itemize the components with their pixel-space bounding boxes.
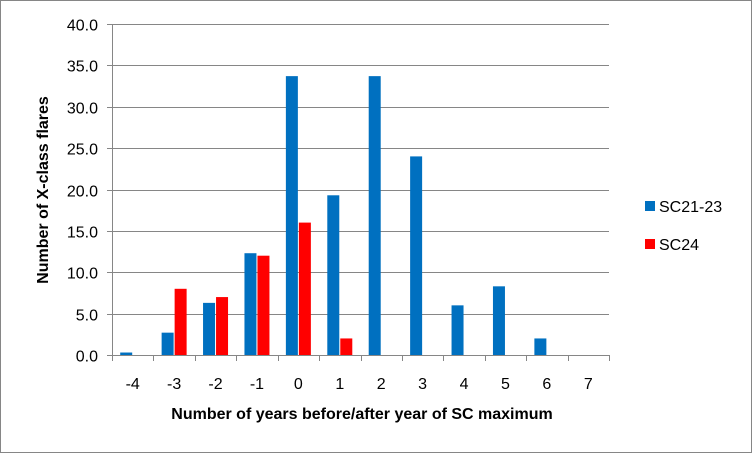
legend-label-sc24: SC24 xyxy=(659,237,699,254)
bar-sc24--1 xyxy=(257,255,270,355)
y-tick-label: 35.0 xyxy=(67,59,98,76)
bars xyxy=(120,76,547,355)
legend-swatch-sc24 xyxy=(645,239,655,249)
legend: SC21-23 SC24 xyxy=(645,199,722,254)
x-tick-labels: -4 -3 -2 -1 0 1 2 3 4 5 6 7 xyxy=(126,376,593,393)
y-tick-label: 40.0 xyxy=(67,18,98,35)
y-tick-label: 20.0 xyxy=(67,184,98,201)
x-tick-label: 0 xyxy=(294,376,303,393)
bar-sc21-23-2 xyxy=(368,76,381,355)
x-tick-label: 1 xyxy=(335,376,344,393)
y-tick-label: 25.0 xyxy=(67,142,98,159)
bar-sc21-23-0 xyxy=(285,76,298,355)
bar-sc21-23--1 xyxy=(244,253,257,355)
y-axis-title: Number of X-class flares xyxy=(35,96,52,284)
x-tick-label: 4 xyxy=(460,376,469,393)
x-tick-label: -4 xyxy=(126,376,140,393)
x-tick-label: 6 xyxy=(542,376,551,393)
bar-sc21-23-6 xyxy=(534,338,547,355)
bar-sc21-23--3 xyxy=(161,332,174,355)
x-tick-label: 5 xyxy=(501,376,510,393)
gridlines xyxy=(112,24,609,315)
x-axis-title: Number of years before/after year of SC … xyxy=(171,406,552,423)
bar-sc24-0 xyxy=(298,222,311,355)
legend-swatch-sc21-23 xyxy=(645,201,655,211)
bar-sc21-23-3 xyxy=(410,156,423,355)
x-tick-label: 7 xyxy=(584,376,593,393)
y-tick-label: 5.0 xyxy=(76,308,98,325)
bar-sc21-23-5 xyxy=(492,286,505,355)
x-tick-label: -3 xyxy=(167,376,181,393)
y-tick-label: 15.0 xyxy=(67,225,98,242)
bar-sc24--3 xyxy=(174,288,187,355)
legend-label-sc21-23: SC21-23 xyxy=(659,199,722,216)
x-tick-label: 2 xyxy=(377,376,386,393)
bar-sc21-23-1 xyxy=(327,195,340,355)
x-tick-label: -1 xyxy=(250,376,264,393)
y-tick-label: 10.0 xyxy=(67,266,98,283)
bar-sc24--2 xyxy=(216,297,229,355)
x-tick-label: -2 xyxy=(208,376,222,393)
bar-sc21-23--2 xyxy=(203,302,216,355)
y-tick-label: 30.0 xyxy=(67,101,98,118)
x-tick-label: 3 xyxy=(418,376,427,393)
y-tick-labels: 0.0 5.0 10.0 15.0 20.0 25.0 30.0 35.0 40.0 xyxy=(67,18,98,366)
axes xyxy=(107,24,610,361)
bar-sc24-1 xyxy=(340,338,353,355)
bar-sc21-23-4 xyxy=(451,305,464,355)
bar-sc21-23--4 xyxy=(120,352,133,355)
y-tick-label: 0.0 xyxy=(76,349,98,366)
